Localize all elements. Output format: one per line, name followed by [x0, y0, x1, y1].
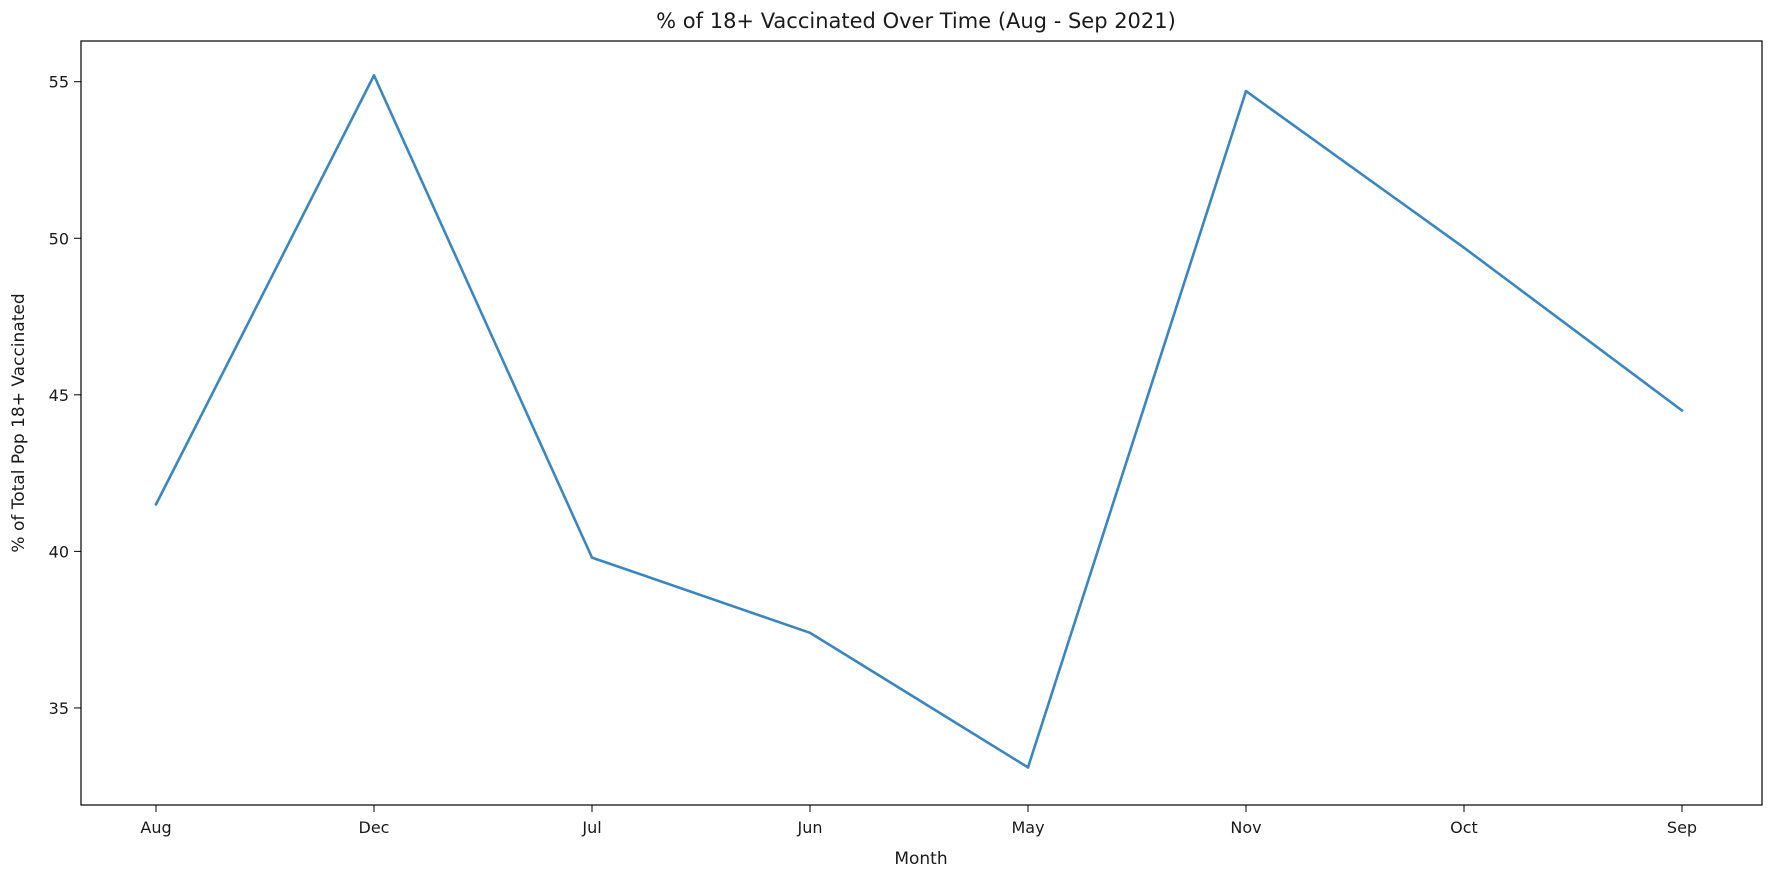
data-point-dec [372, 74, 376, 77]
x-tick-label: Sep [1667, 818, 1697, 837]
y-tick-label: 55 [49, 73, 69, 92]
x-tick-label: Aug [140, 818, 171, 837]
y-axis-label: % of Total Pop 18+ Vaccinated [9, 293, 29, 552]
data-point-jun [808, 631, 812, 635]
x-tick-label: Oct [1450, 818, 1478, 837]
data-point-aug [154, 503, 158, 506]
x-axis-label: Month [894, 849, 947, 869]
x-axis-ticks: Aug Dec Jul Jun May Nov Oct Sep [140, 805, 1697, 837]
x-tick-label: Nov [1230, 818, 1261, 837]
plot-area-frame [80, 40, 1763, 806]
x-tick-label: Jul [581, 818, 601, 837]
data-point-may [1026, 766, 1030, 769]
series-line [154, 74, 1684, 769]
x-tick-label: May [1011, 818, 1044, 837]
data-point-jul [590, 556, 594, 559]
data-point-sep [1680, 409, 1684, 412]
data-point-oct [1462, 246, 1466, 249]
y-tick-label: 35 [49, 699, 69, 718]
data-point-nov [1244, 89, 1248, 93]
x-tick-label: Jun [797, 818, 823, 837]
y-tick-label: 45 [49, 386, 69, 405]
y-tick-label: 40 [49, 542, 69, 561]
y-tick-label: 50 [49, 229, 69, 248]
series-points [154, 74, 1684, 769]
x-tick-label: Dec [359, 818, 390, 837]
chart-title: % of 18+ Vaccinated Over Time (Aug - Sep… [656, 9, 1176, 33]
y-axis-ticks: 35 40 45 50 55 [49, 73, 81, 718]
